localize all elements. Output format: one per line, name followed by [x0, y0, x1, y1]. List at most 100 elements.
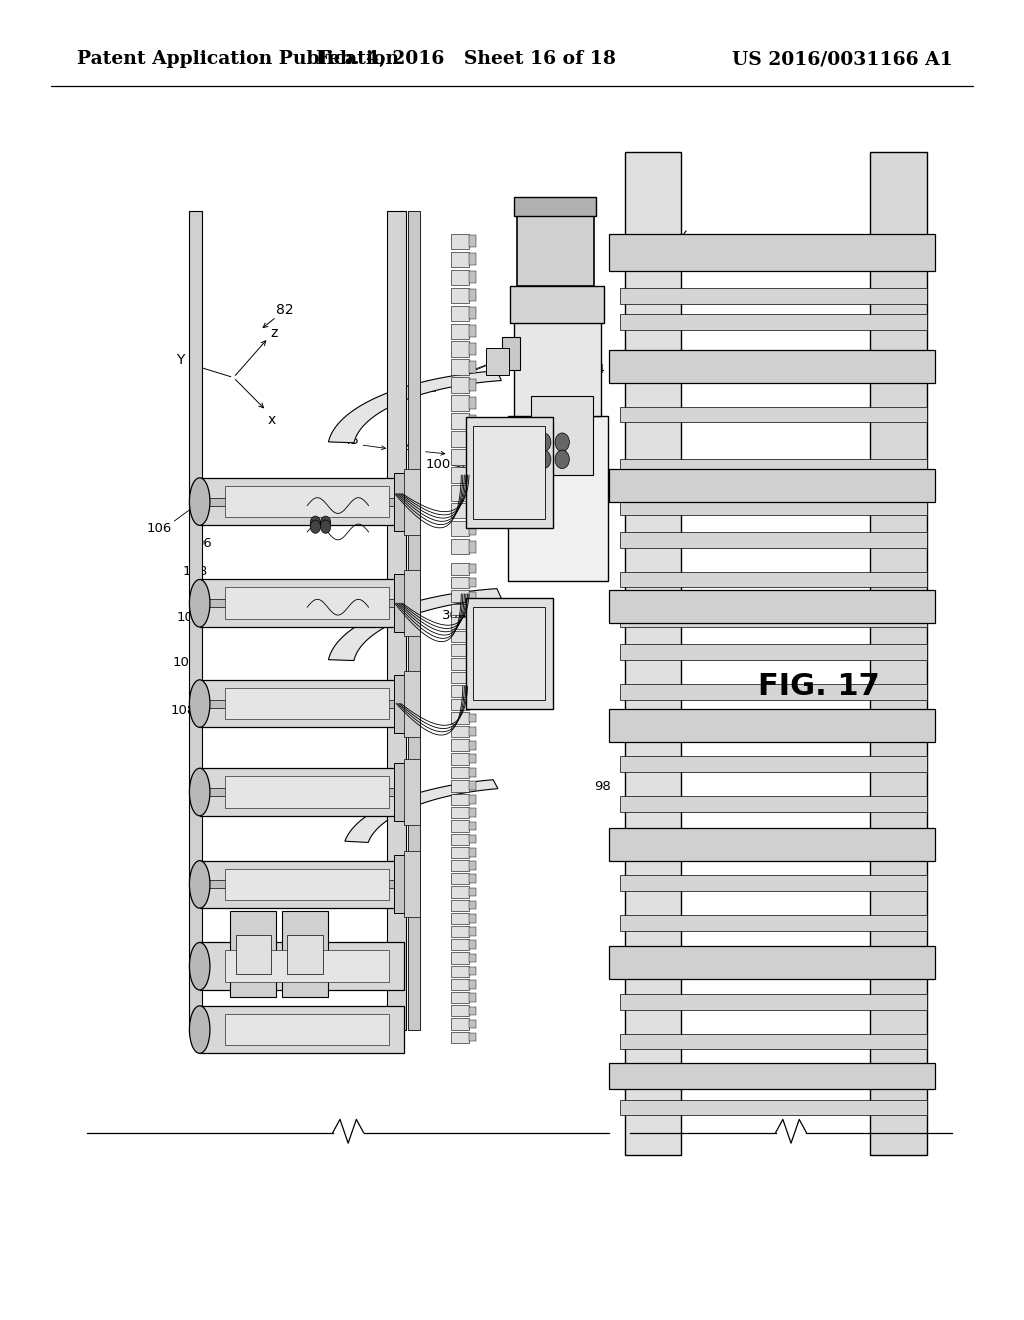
- Text: 108: 108: [173, 656, 198, 669]
- Text: 106: 106: [146, 521, 171, 535]
- Bar: [620, 407, 927, 422]
- Bar: [451, 323, 469, 339]
- Bar: [451, 900, 469, 911]
- Bar: [469, 632, 476, 642]
- Bar: [451, 1006, 469, 1016]
- Text: z: z: [270, 326, 279, 339]
- Ellipse shape: [189, 861, 210, 908]
- Bar: [466, 417, 553, 528]
- Bar: [469, 979, 476, 989]
- Bar: [469, 619, 476, 627]
- Circle shape: [321, 516, 331, 529]
- Bar: [620, 644, 927, 660]
- Bar: [225, 1014, 389, 1045]
- Text: Patent Application Publication: Patent Application Publication: [77, 50, 399, 69]
- Bar: [469, 343, 476, 355]
- Bar: [469, 874, 476, 883]
- Bar: [469, 487, 476, 499]
- Bar: [469, 469, 476, 480]
- Bar: [469, 272, 476, 282]
- Bar: [189, 700, 413, 708]
- Bar: [469, 289, 476, 301]
- Bar: [469, 541, 476, 553]
- Bar: [451, 657, 469, 669]
- Bar: [469, 836, 476, 843]
- Text: 70: 70: [202, 483, 218, 496]
- Bar: [620, 915, 927, 931]
- Bar: [486, 348, 509, 375]
- Bar: [451, 713, 469, 723]
- Bar: [451, 590, 469, 602]
- Bar: [451, 503, 469, 519]
- Bar: [189, 211, 202, 1030]
- Bar: [469, 808, 476, 817]
- Bar: [469, 1032, 476, 1041]
- Bar: [620, 1034, 927, 1049]
- Circle shape: [310, 520, 321, 533]
- Bar: [225, 776, 389, 808]
- Text: 96: 96: [196, 537, 212, 550]
- Bar: [469, 768, 476, 776]
- Ellipse shape: [189, 942, 210, 990]
- Bar: [404, 570, 420, 636]
- Polygon shape: [329, 589, 502, 660]
- Bar: [451, 1032, 469, 1043]
- Bar: [451, 752, 469, 764]
- Bar: [451, 342, 469, 356]
- Bar: [200, 1006, 404, 1053]
- Bar: [451, 1019, 469, 1030]
- Text: 38: 38: [585, 347, 601, 360]
- Bar: [404, 469, 420, 535]
- Bar: [225, 950, 389, 982]
- Bar: [451, 874, 469, 884]
- Text: 45: 45: [335, 607, 351, 620]
- Bar: [451, 539, 469, 554]
- Text: 84: 84: [589, 363, 605, 376]
- Bar: [451, 685, 469, 697]
- Bar: [469, 591, 476, 601]
- Bar: [469, 1007, 476, 1015]
- Bar: [451, 847, 469, 858]
- Bar: [200, 768, 404, 816]
- Bar: [620, 532, 927, 548]
- Bar: [451, 940, 469, 950]
- Bar: [469, 754, 476, 763]
- Bar: [469, 700, 476, 709]
- Bar: [469, 727, 476, 737]
- Polygon shape: [345, 780, 498, 842]
- Ellipse shape: [189, 1006, 210, 1053]
- Bar: [469, 927, 476, 936]
- Bar: [404, 851, 420, 917]
- Bar: [517, 214, 594, 286]
- Bar: [469, 433, 476, 445]
- Bar: [451, 252, 469, 267]
- Bar: [609, 1063, 935, 1089]
- Circle shape: [537, 433, 551, 451]
- Bar: [469, 821, 476, 830]
- Bar: [451, 467, 469, 483]
- Bar: [469, 953, 476, 962]
- Bar: [531, 396, 593, 475]
- Bar: [451, 631, 469, 643]
- Bar: [469, 379, 476, 391]
- Bar: [469, 966, 476, 975]
- Bar: [451, 396, 469, 411]
- Bar: [451, 603, 469, 615]
- Bar: [451, 305, 469, 321]
- Bar: [394, 574, 420, 632]
- Bar: [200, 861, 404, 908]
- Bar: [469, 362, 476, 374]
- Bar: [609, 709, 935, 742]
- Bar: [469, 887, 476, 896]
- Bar: [200, 478, 404, 525]
- Bar: [609, 234, 935, 271]
- Bar: [469, 849, 476, 857]
- Bar: [870, 152, 927, 1155]
- Bar: [225, 587, 389, 619]
- Bar: [451, 739, 469, 751]
- Text: 45: 45: [343, 434, 359, 447]
- Bar: [469, 741, 476, 750]
- Bar: [469, 578, 476, 587]
- Bar: [451, 577, 469, 589]
- Bar: [469, 673, 476, 681]
